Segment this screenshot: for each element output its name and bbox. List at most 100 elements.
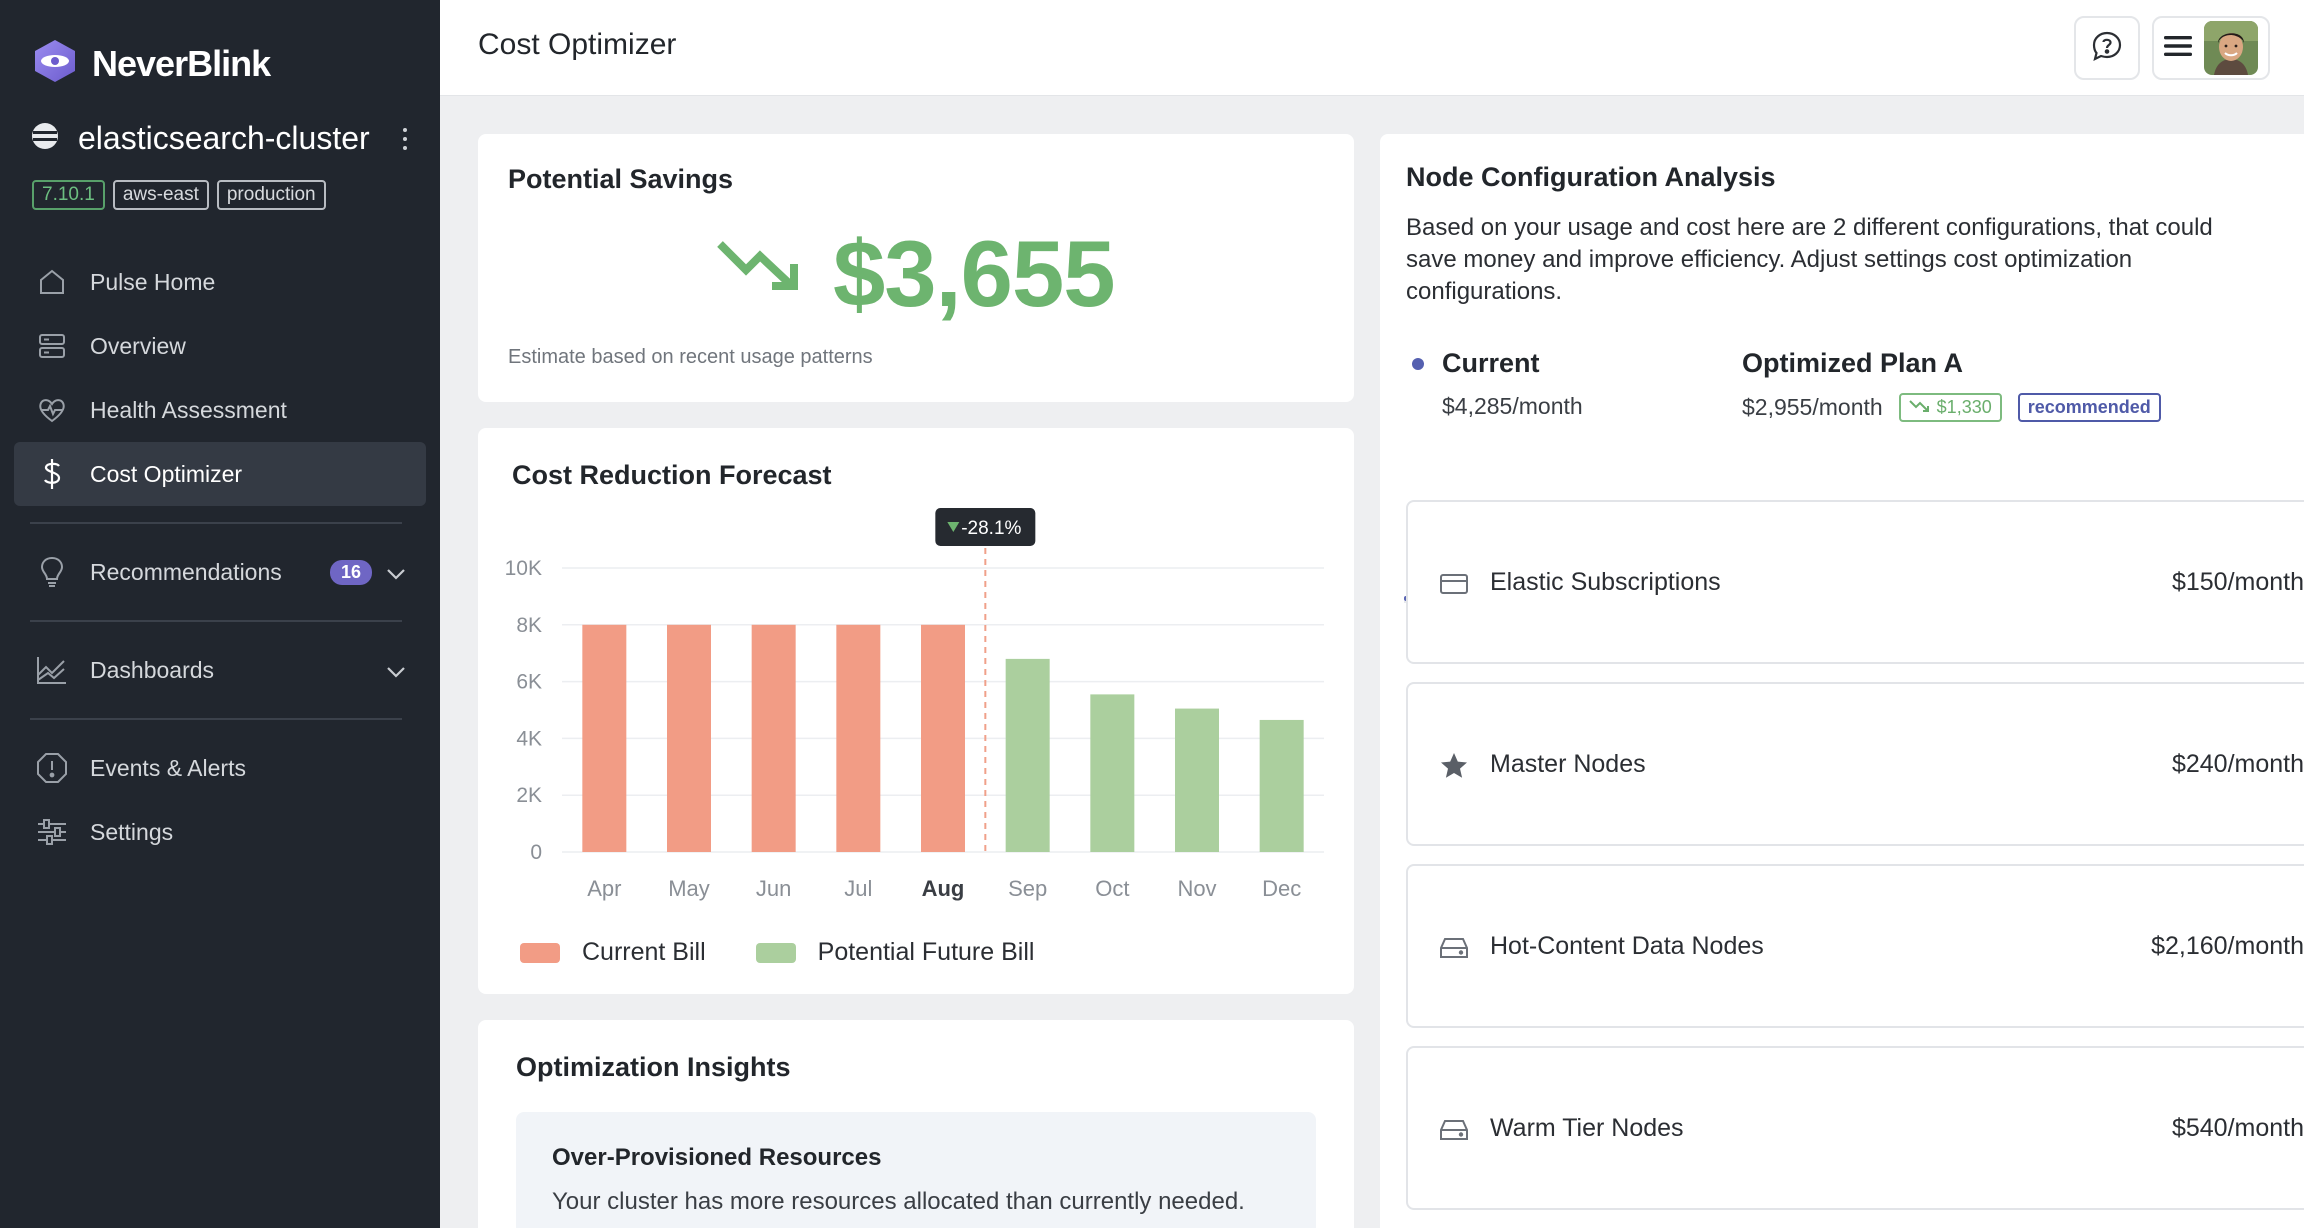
chevron-down-icon[interactable]: [386, 559, 406, 586]
x-tick-label: Jul: [844, 876, 872, 901]
node-row-label: Warm Tier Nodes: [1490, 1114, 1684, 1142]
node-row-label: Elastic Subscriptions: [1490, 568, 1721, 596]
nav-events-alerts[interactable]: Events & Alerts: [14, 736, 426, 800]
legend-label-future: Potential Future Bill: [817, 938, 1035, 966]
nav-divider: [30, 718, 402, 720]
node-row-label: Hot-Content Data Nodes: [1490, 932, 1764, 960]
tab-optimized-plan-a[interactable]: Optimized Plan A $2,955/month $1,330 rec…: [1742, 348, 2161, 422]
current-plan-name: Current: [1442, 348, 1540, 378]
recommended-badge: recommended: [2017, 393, 2161, 422]
hamburger-icon: [2164, 35, 2192, 62]
x-tick-label: Aug: [922, 876, 965, 901]
active-dot-icon: [1412, 357, 1424, 370]
triangle-down-icon: [947, 522, 960, 532]
node-row-elastic-subscriptions[interactable]: Elastic Subscriptions $150/month: [1406, 500, 2304, 664]
drive-icon: [1438, 1114, 1470, 1146]
bar-oct: [1090, 694, 1135, 852]
alert-icon: [34, 750, 70, 786]
insights-title: Optimization Insights: [516, 1052, 791, 1082]
plan-a-price: $2,955/month: [1742, 394, 1883, 420]
savings-title: Potential Savings: [508, 164, 734, 194]
x-tick-label: Apr: [587, 876, 621, 901]
sidebar: NeverBlink elasticsearch-cluster 7.10.1 …: [0, 0, 440, 1228]
nav-health-assessment[interactable]: Health Assessment: [14, 378, 426, 442]
x-tick-label: Sep: [1008, 876, 1047, 901]
nav-label: Recommendations: [90, 558, 282, 585]
bar-jun: [751, 624, 796, 852]
heart-pulse-icon: [34, 392, 70, 428]
nav-pulse-home[interactable]: Pulse Home: [14, 250, 426, 314]
top-header: Cost Optimizer: [440, 0, 2304, 96]
brand-name: NeverBlink: [92, 42, 271, 84]
y-tick-label: 6K: [516, 671, 542, 694]
recommendations-count-badge: 16: [329, 559, 372, 585]
chart-icon: [34, 652, 70, 688]
node-config-title: Node Configuration Analysis: [1406, 162, 1776, 192]
chart-legend: Current Bill Potential Future Bill: [520, 938, 1034, 967]
help-chat-icon: [2091, 30, 2123, 67]
nav-label: Overview: [90, 332, 186, 359]
tab-current-plan[interactable]: Current $4,285/month: [1412, 348, 1583, 420]
version-tag: 7.10.1: [32, 180, 105, 210]
nav-settings[interactable]: Settings: [14, 800, 426, 864]
nav-label: Settings: [90, 818, 174, 845]
nav-label: Dashboards: [90, 656, 215, 683]
help-button[interactable]: [2074, 16, 2140, 80]
node-row-price: $240/month: [2171, 750, 2304, 778]
cluster-name: elasticsearch-cluster: [78, 120, 370, 156]
node-row-hot-content[interactable]: Hot-Content Data Nodes $2,160/month: [1406, 864, 2304, 1028]
current-plan-price: $4,285/month: [1442, 393, 1583, 419]
nav-label: Events & Alerts: [90, 754, 246, 781]
page-title: Cost Optimizer: [478, 28, 677, 61]
insight-item-title: Over-Provisioned Resources: [552, 1144, 882, 1171]
node-row-price: $540/month: [2171, 1114, 2304, 1142]
nav-cost-optimizer[interactable]: Cost Optimizer: [14, 442, 426, 506]
legend-swatch-future: [755, 942, 796, 963]
nav-recommendations[interactable]: Recommendations 16: [14, 540, 426, 604]
node-row-label: Master Nodes: [1490, 750, 1646, 778]
savings-note: Estimate based on recent usage patterns: [508, 346, 873, 368]
x-tick-label: Jun: [756, 876, 791, 901]
user-menu-button[interactable]: [2152, 16, 2270, 80]
node-row-price: $150/month: [2171, 568, 2304, 596]
bar-jul: [836, 624, 881, 852]
bar-aug: [921, 624, 965, 852]
star-icon: [1438, 750, 1470, 782]
trending-down-icon: [1908, 397, 1931, 418]
dollar-icon: [34, 456, 70, 492]
cluster-menu-button[interactable]: [390, 121, 420, 157]
x-tick-label: May: [668, 876, 710, 901]
plan-a-name: Optimized Plan A: [1742, 348, 1964, 378]
cost-forecast-card: Cost Reduction Forecast 0 2K 4K 6K 8K 10K Apr M…: [478, 428, 1354, 994]
bar-dec: [1259, 719, 1304, 852]
legend-swatch-current: [520, 942, 560, 963]
environment-tag: production: [216, 180, 326, 210]
nav-dashboards[interactable]: Dashboards: [14, 638, 426, 702]
nav-divider: [30, 620, 402, 622]
card-icon: [1438, 568, 1470, 600]
savings-amount: $3,655: [833, 221, 1116, 326]
y-tick-label: 10K: [505, 557, 542, 580]
logo-icon: [32, 38, 78, 89]
chevron-down-icon[interactable]: [386, 657, 406, 684]
brand-logo[interactable]: NeverBlink: [32, 38, 271, 89]
y-tick-label: 2K: [516, 784, 542, 807]
node-row-master-nodes[interactable]: Master Nodes $240/month: [1406, 682, 2304, 846]
forecast-title: Cost Reduction Forecast: [512, 460, 832, 490]
change-tooltip: [935, 508, 1036, 546]
plan-a-savings: $1,330: [1936, 397, 1992, 417]
nav-label: Cost Optimizer: [90, 460, 243, 487]
nav-divider: [30, 522, 402, 524]
node-config-description: Based on your usage and cost here are 2 …: [1406, 214, 2213, 305]
y-tick-label: 8K: [516, 614, 542, 637]
cluster-tags: 7.10.1 aws-east production: [32, 180, 326, 210]
insight-item[interactable]: Over-Provisioned Resources Your cluster …: [516, 1112, 1316, 1228]
node-row-warm-tier[interactable]: Warm Tier Nodes $540/month: [1406, 1046, 2304, 1210]
nav-overview[interactable]: Overview: [14, 314, 426, 378]
cluster-selector[interactable]: elasticsearch-cluster: [30, 120, 420, 157]
bar-sep: [1005, 658, 1050, 852]
avatar: [2204, 21, 2258, 75]
elasticsearch-icon: [30, 121, 60, 156]
change-tooltip-label: -28.1%: [961, 518, 1021, 539]
x-tick-label: Oct: [1095, 876, 1129, 901]
